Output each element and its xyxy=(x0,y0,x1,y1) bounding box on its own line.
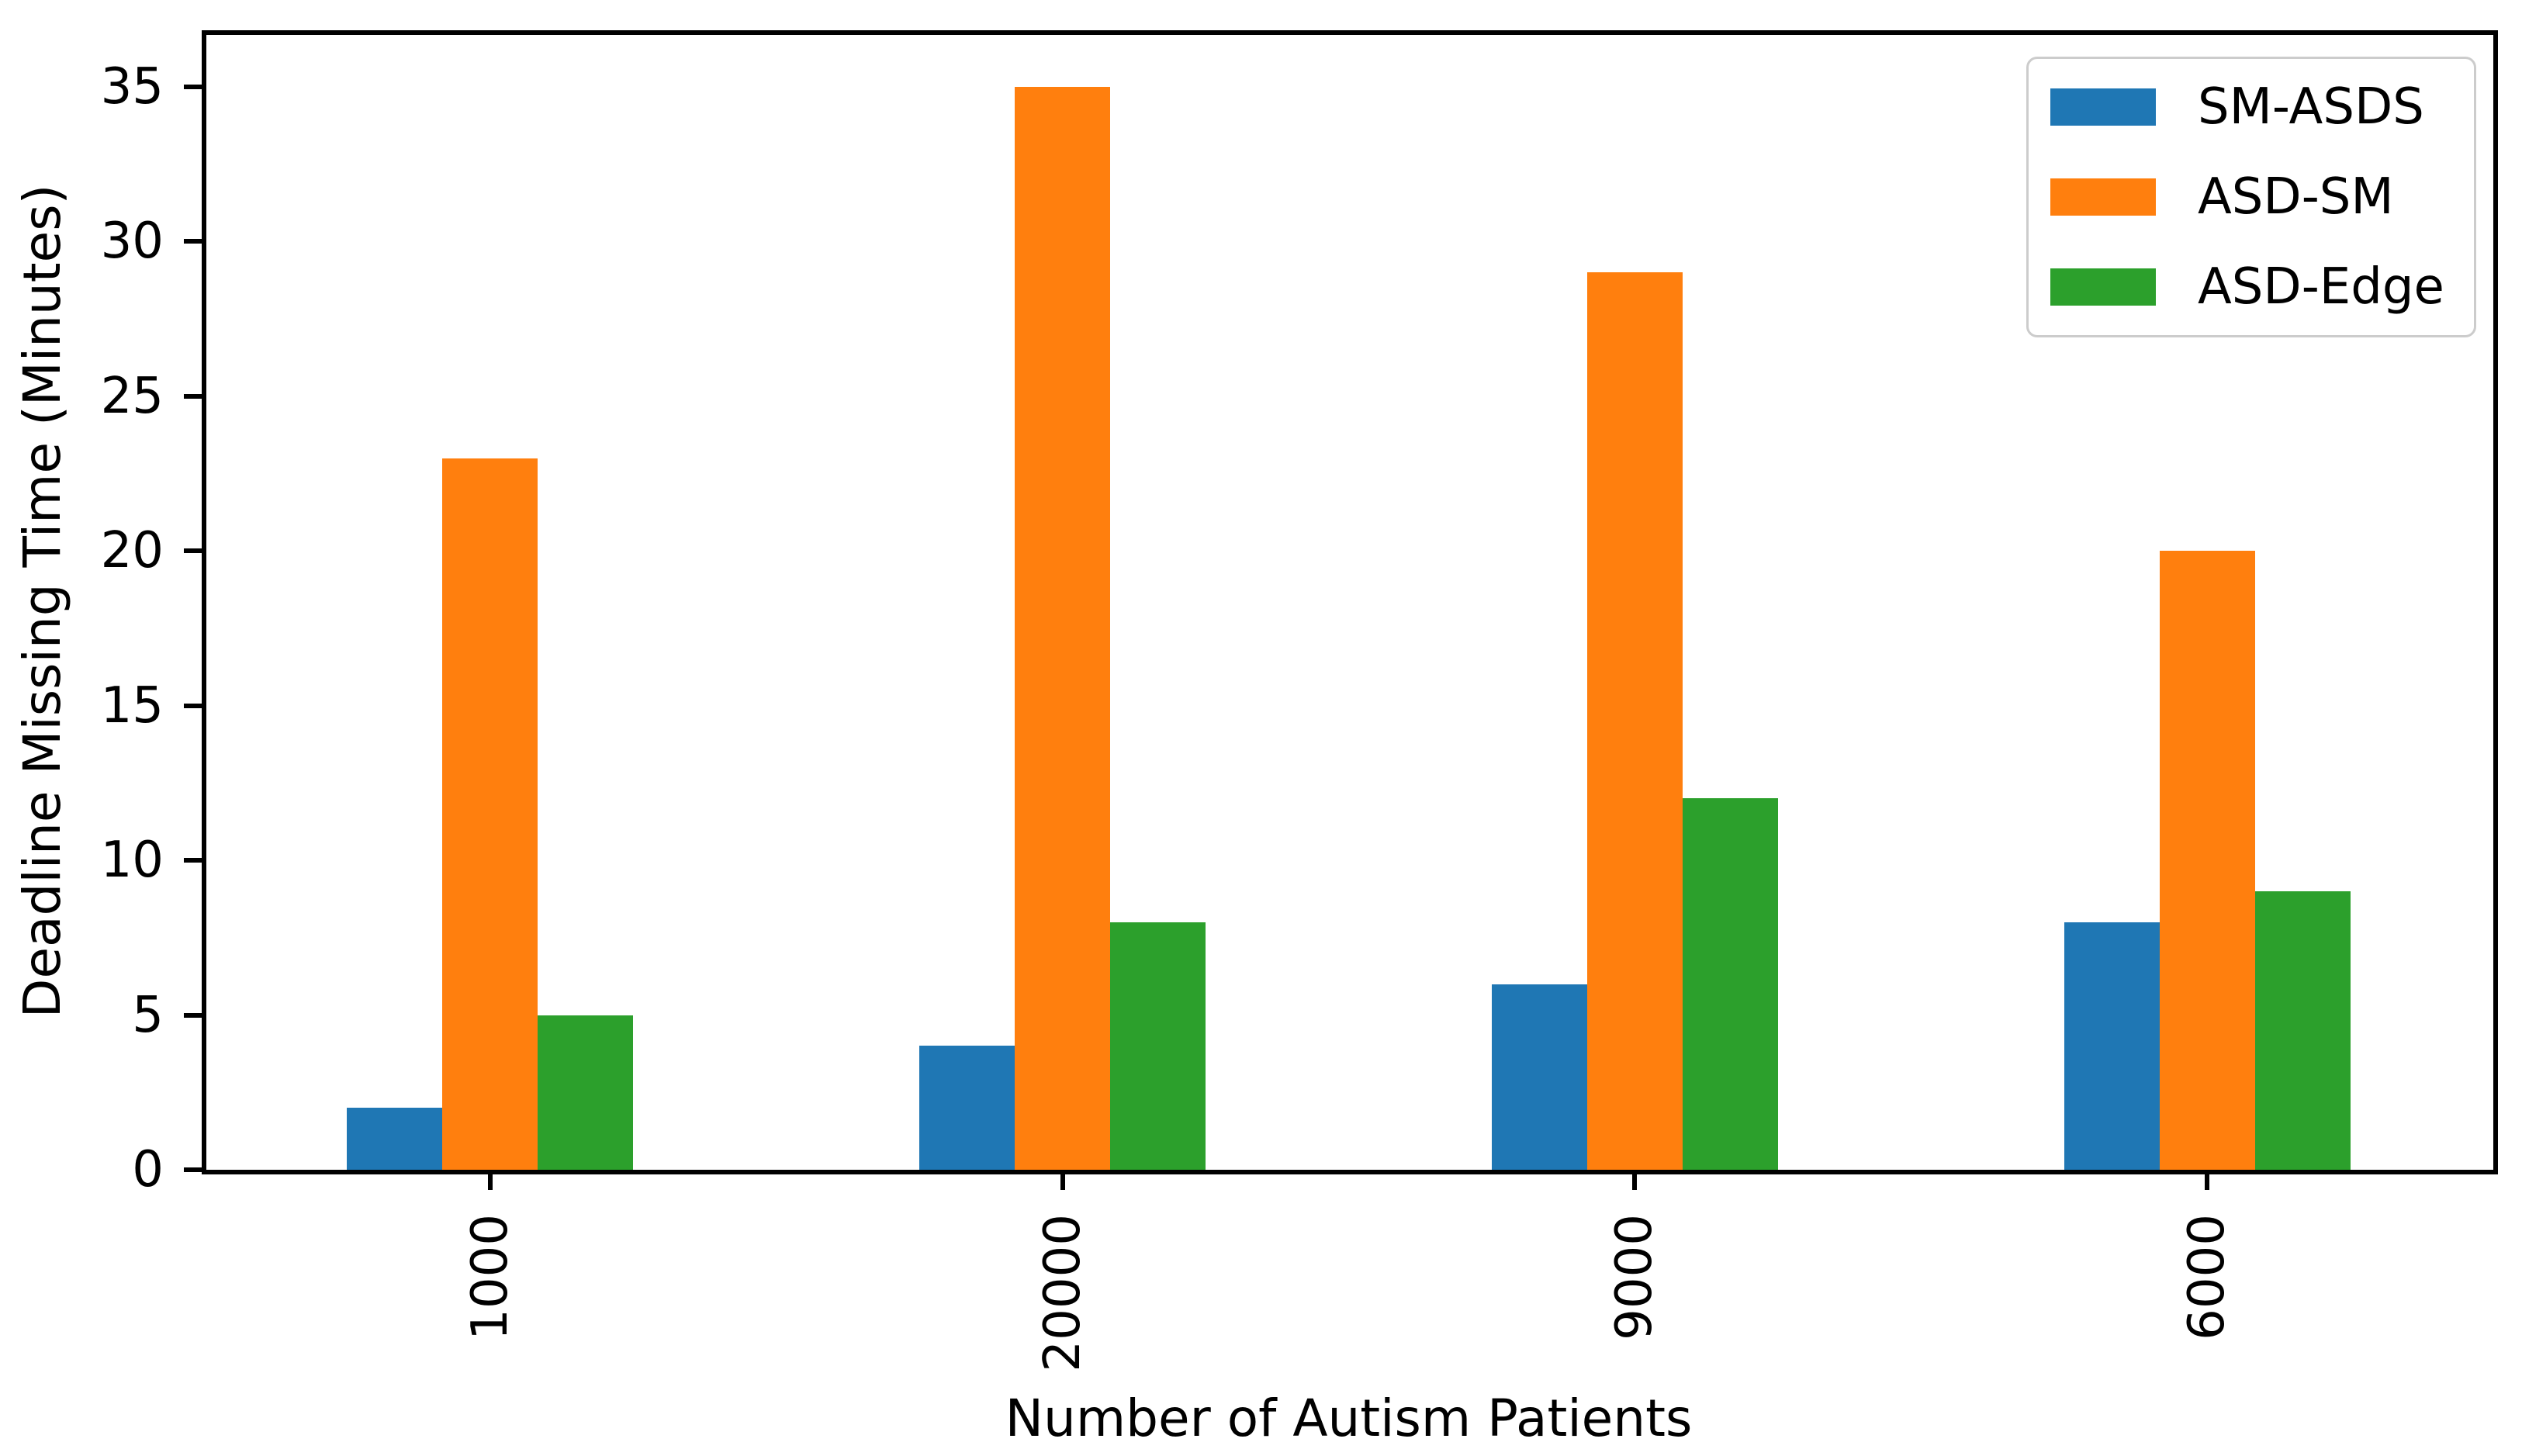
y-tick-mark xyxy=(184,704,204,708)
y-tick-label: 10 xyxy=(100,832,164,889)
y-tick-label: 5 xyxy=(132,987,164,1044)
y-tick-mark xyxy=(184,858,204,863)
x-axis-label: Number of Autism Patients xyxy=(1005,1389,1693,1448)
legend: SM-ASDS ASD-SM ASD-Edge xyxy=(2026,57,2476,337)
legend-label: ASD-SM xyxy=(2198,168,2394,226)
y-axis-label: Deadline Missing Time (Minutes) xyxy=(12,184,72,1019)
legend-swatch-icon xyxy=(2050,268,2156,306)
plot-area xyxy=(204,33,2493,1170)
bar-ASD-Edge-1000 xyxy=(538,1015,633,1170)
x-tick-mark xyxy=(1060,1170,1065,1190)
y-tick-mark xyxy=(184,548,204,553)
legend-label: SM-ASDS xyxy=(2198,78,2424,136)
legend-item-ASD-Edge: ASD-Edge xyxy=(2050,262,2451,312)
y-tick-mark xyxy=(184,239,204,244)
y-tick-label: 20 xyxy=(100,522,164,579)
legend-item-SM-ASDS: SM-ASDS xyxy=(2050,82,2451,132)
bar-SM-ASDS-20000 xyxy=(919,1046,1015,1170)
legend-swatch-icon xyxy=(2050,88,2156,126)
bar-SM-ASDS-6000 xyxy=(2064,922,2160,1170)
y-tick-label: 35 xyxy=(100,58,164,116)
legend-label: ASD-Edge xyxy=(2198,258,2444,316)
y-tick-mark xyxy=(184,394,204,399)
y-tick-mark xyxy=(184,85,204,89)
y-tick-label: 0 xyxy=(132,1141,164,1198)
y-tick-label: 25 xyxy=(100,368,164,425)
bar-ASD-SM-1000 xyxy=(442,458,538,1170)
bar-ASD-SM-9000 xyxy=(1587,272,1683,1170)
x-tick-mark xyxy=(1632,1170,1637,1190)
bar-ASD-SM-20000 xyxy=(1015,87,1110,1170)
y-tick-mark xyxy=(184,1167,204,1172)
bar-SM-ASDS-1000 xyxy=(347,1108,442,1170)
bar-ASD-Edge-9000 xyxy=(1683,798,1778,1170)
bar-ASD-Edge-20000 xyxy=(1110,922,1206,1170)
x-tick-mark xyxy=(488,1170,493,1190)
y-tick-mark xyxy=(184,1013,204,1018)
y-tick-label: 30 xyxy=(100,213,164,270)
plot-frame xyxy=(202,30,2498,1174)
x-tick-mark xyxy=(2205,1170,2209,1190)
legend-item-ASD-SM: ASD-SM xyxy=(2050,172,2451,222)
bar-ASD-Edge-6000 xyxy=(2255,891,2351,1170)
y-tick-label: 15 xyxy=(100,677,164,735)
bar-ASD-SM-6000 xyxy=(2160,551,2255,1170)
legend-swatch-icon xyxy=(2050,178,2156,216)
bar-SM-ASDS-9000 xyxy=(1492,984,1587,1170)
